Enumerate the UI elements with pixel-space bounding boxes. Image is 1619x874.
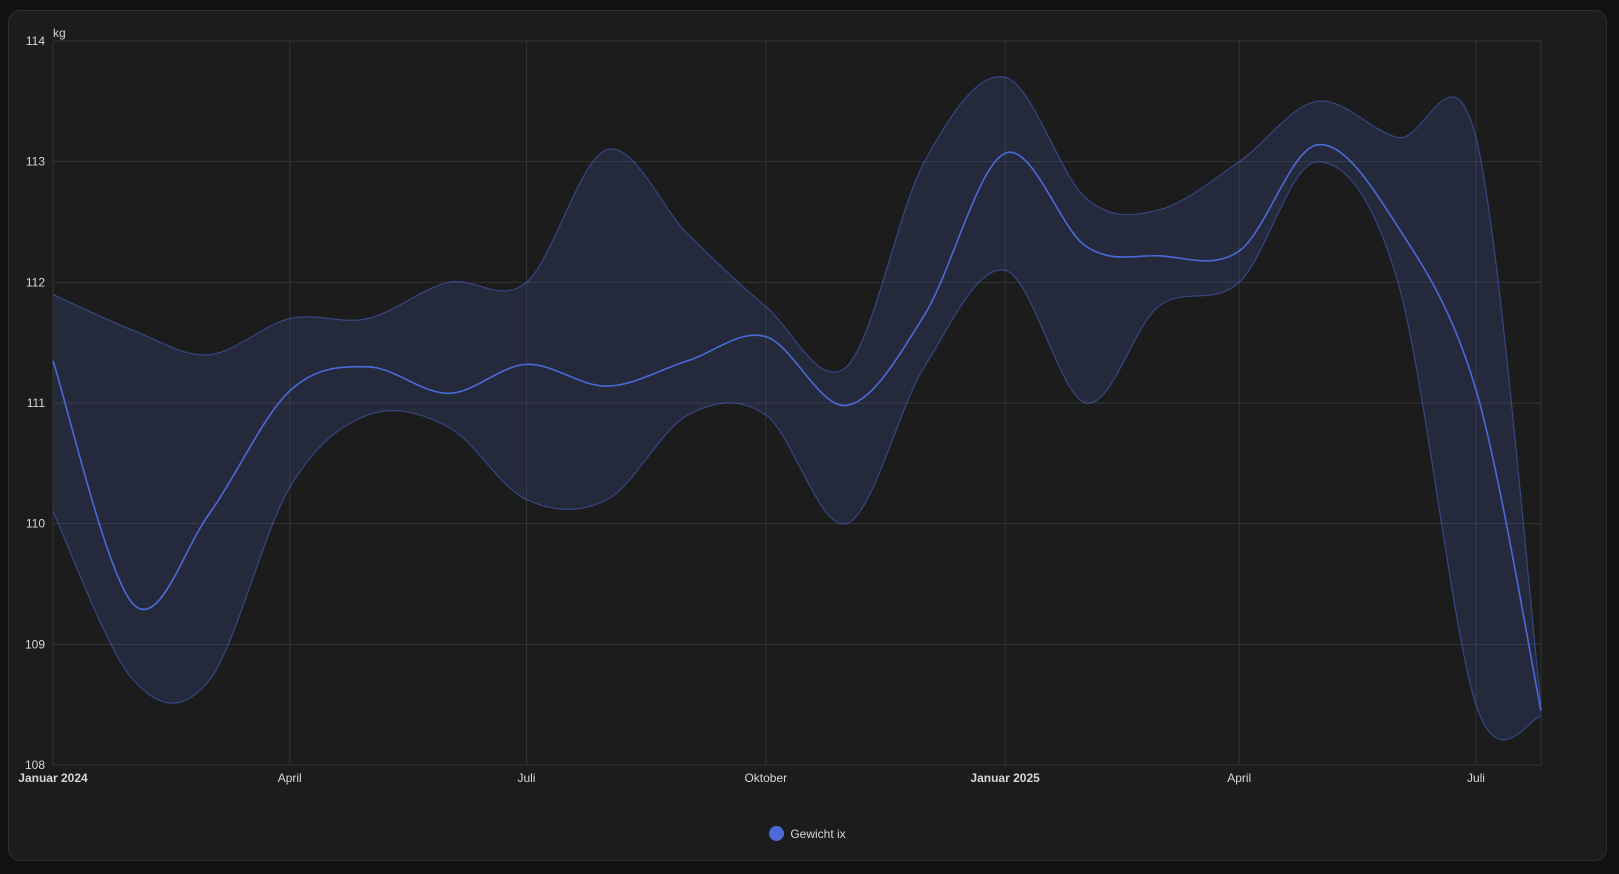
min-line	[52, 161, 1542, 741]
x-tick-label: April	[1227, 771, 1251, 785]
grid-lines	[52, 40, 1542, 766]
x-axis-labels: Januar 2024 April Juli Oktober Januar 2025 Ap…	[18, 771, 1485, 785]
mean-line[interactable]	[52, 143, 1542, 711]
y-axis-labels: 108 109 110 111 112 113 114	[25, 34, 45, 772]
x-tick-label: Juli	[1467, 771, 1485, 785]
x-tick-label: April	[278, 771, 302, 785]
y-axis-unit: kg	[53, 26, 66, 40]
legend[interactable]: Gewicht ix	[9, 826, 1606, 841]
max-line	[52, 76, 1542, 705]
y-tick-label: 110	[26, 517, 45, 531]
y-tick-label: 114	[26, 34, 45, 48]
range-band	[53, 76, 1541, 740]
y-tick-label: 109	[25, 637, 45, 651]
x-tick-label: Januar 2025	[970, 771, 1040, 785]
x-tick-label: Juli	[517, 771, 535, 785]
y-tick-label: 111	[27, 396, 46, 410]
legend-color-dot	[769, 826, 785, 841]
y-tick-label: 113	[26, 155, 45, 169]
weight-chart: 108 109 110 111 112 113 114 kg Januar 2024 Apri…	[18, 26, 1542, 785]
x-tick-label: Januar 2024	[18, 771, 88, 785]
y-tick-label: 108	[25, 758, 45, 772]
y-tick-label: 112	[26, 275, 45, 289]
chart-card: 108 109 110 111 112 113 114 kg Januar 2024 Apri…	[8, 10, 1607, 861]
legend-label: Gewicht ix	[790, 826, 846, 841]
series-layer	[52, 76, 1542, 741]
x-tick-label: Oktober	[744, 771, 787, 785]
